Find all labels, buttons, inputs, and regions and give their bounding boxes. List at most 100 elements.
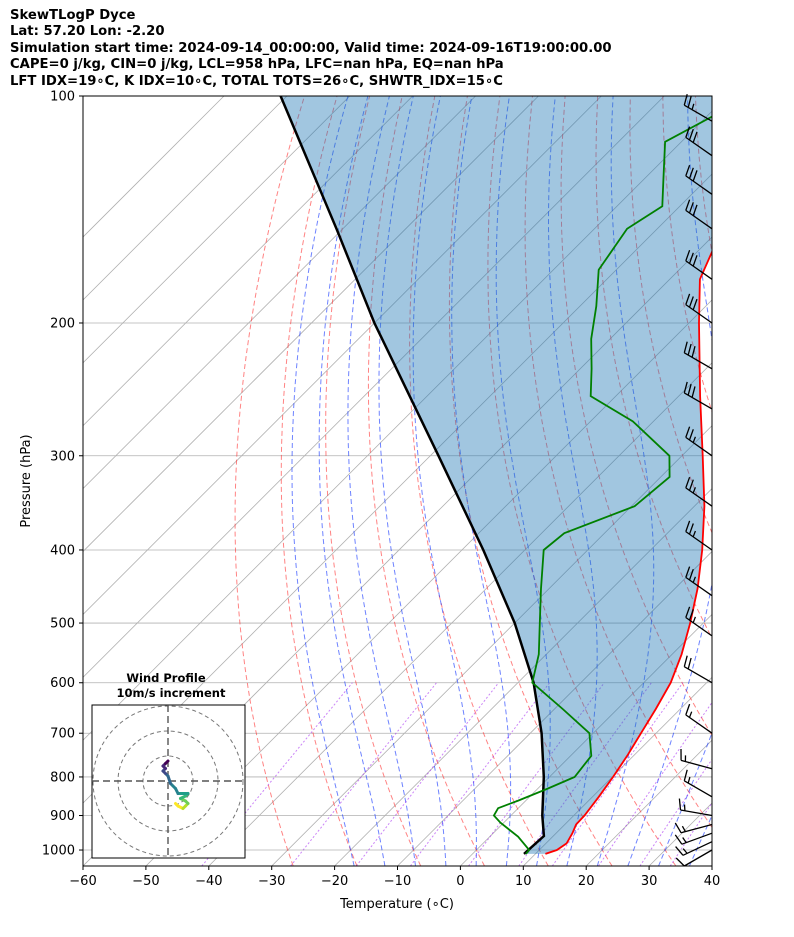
moist-adiabat bbox=[627, 96, 712, 866]
inset-subtitle: 10m/s increment bbox=[117, 686, 226, 700]
y-tick-label: 400 bbox=[50, 543, 75, 558]
dry-adiabat bbox=[409, 96, 549, 866]
isotherm-gridline bbox=[83, 96, 602, 615]
wind-barb bbox=[683, 381, 713, 410]
wind-barb bbox=[680, 748, 713, 770]
x-tick-label: −20 bbox=[321, 874, 348, 889]
wind-barb bbox=[674, 832, 713, 845]
dry-adiabat bbox=[448, 96, 613, 866]
inset-title: Wind Profile bbox=[126, 671, 206, 685]
temperature-profile-line bbox=[545, 249, 712, 855]
wind-barb bbox=[685, 520, 713, 551]
moist-adiabat bbox=[291, 96, 355, 866]
isotherm-gridline bbox=[83, 96, 413, 427]
isotherm-gridline bbox=[397, 550, 712, 866]
wind-barb-shaft bbox=[685, 426, 713, 457]
y-tick-label: 200 bbox=[50, 316, 75, 331]
moist-adiabat bbox=[548, 96, 598, 866]
wind-barb bbox=[674, 822, 713, 834]
wind-barb bbox=[683, 94, 713, 122]
isotherm-gridline bbox=[271, 425, 712, 866]
wind-barb-shaft bbox=[685, 476, 713, 507]
wind-barb bbox=[685, 293, 713, 324]
isotherm-gridline bbox=[83, 110, 712, 741]
isotherm-gridline bbox=[145, 299, 712, 866]
wind-barb-shaft bbox=[683, 769, 713, 798]
wind-barb-shaft bbox=[685, 164, 713, 195]
x-tick-label: −60 bbox=[69, 874, 96, 889]
mixing-ratio-line bbox=[409, 682, 550, 866]
isotherm-gridline bbox=[460, 613, 712, 866]
mixing-ratio-line bbox=[551, 682, 684, 866]
dry-adiabat bbox=[728, 96, 794, 866]
wind-barb bbox=[678, 798, 713, 817]
wind-barb bbox=[683, 341, 713, 370]
moist-adiabat bbox=[318, 96, 386, 866]
wind-barb bbox=[683, 769, 713, 798]
moist-adiabat bbox=[596, 96, 655, 866]
x-tick-label: 10 bbox=[515, 874, 532, 889]
dry-adiabat bbox=[487, 96, 677, 866]
y-tick-label: 600 bbox=[50, 676, 75, 691]
wind-barb-shaft bbox=[685, 126, 713, 157]
wind-barb-shaft bbox=[685, 566, 713, 597]
y-tick-label: 100 bbox=[50, 90, 75, 105]
wind-barb-shaft bbox=[685, 249, 713, 280]
wind-barb bbox=[685, 476, 713, 507]
isotherm-gridline bbox=[208, 362, 712, 866]
wind-profile-inset: Wind Profile 10m/s increment bbox=[91, 671, 246, 859]
station-coordinates: Lat: 57.20 Lon: -2.20 bbox=[10, 24, 165, 40]
dry-adiabat bbox=[234, 96, 305, 866]
isotherm-gridline bbox=[83, 96, 225, 238]
mixing-ratio-line bbox=[669, 801, 712, 866]
hodograph-segment bbox=[164, 759, 170, 765]
chart-header: SkewTLogP Dyce Lat: 57.20 Lon: -2.20 Sim… bbox=[10, 8, 612, 90]
wind-barb bbox=[675, 849, 713, 867]
wind-barb bbox=[685, 199, 713, 230]
station-title: SkewTLogP Dyce bbox=[10, 8, 136, 23]
y-tick-label: 500 bbox=[50, 617, 75, 632]
wind-barb bbox=[683, 655, 713, 684]
wind-barb-shaft bbox=[680, 748, 713, 770]
x-tick-label: 40 bbox=[704, 874, 721, 889]
wind-barb bbox=[685, 426, 713, 457]
x-tick-label: 0 bbox=[456, 874, 464, 889]
stability-parameters: CAPE=0 j/kg, CIN=0 j/kg, LCL=958 hPa, LF… bbox=[10, 57, 504, 73]
wind-barb-shaft bbox=[685, 606, 713, 637]
x-tick-label: −50 bbox=[132, 874, 159, 889]
dry-adiabat bbox=[560, 96, 712, 737]
x-tick-label: −30 bbox=[258, 874, 285, 889]
mixing-ratio-line bbox=[290, 682, 437, 866]
mixing-ratio-line bbox=[639, 758, 712, 866]
wind-barb-shaft bbox=[678, 798, 713, 817]
isotherm-gridline bbox=[523, 676, 712, 866]
isotherm-gridline bbox=[83, 96, 288, 301]
dry-adiabat bbox=[367, 96, 485, 866]
x-axis-label: Temperature (∘C) bbox=[339, 897, 454, 912]
isotherm-gridline bbox=[83, 96, 665, 678]
y-tick-label: 900 bbox=[50, 809, 75, 824]
isotherm-gridline bbox=[334, 488, 712, 866]
mixing-ratio-line bbox=[597, 701, 712, 866]
moist-adiabat bbox=[347, 96, 416, 866]
moist-adiabat bbox=[378, 96, 447, 866]
wind-barb-shaft bbox=[685, 199, 713, 230]
isotherm-gridline bbox=[83, 96, 476, 490]
dry-adiabat bbox=[595, 96, 712, 640]
wind-barb bbox=[685, 606, 713, 637]
wind-barb-shaft bbox=[683, 341, 713, 370]
wind-barb bbox=[685, 164, 713, 195]
dewpoint-profile-line bbox=[492, 115, 712, 855]
dry-adiabat bbox=[280, 96, 358, 866]
y-tick-label: 300 bbox=[50, 449, 75, 464]
moist-adiabat bbox=[658, 731, 712, 866]
y-tick-label: 800 bbox=[50, 770, 75, 785]
isotherm-gridline bbox=[711, 865, 712, 866]
x-tick-label: 20 bbox=[578, 874, 595, 889]
wind-barb-shaft bbox=[674, 822, 713, 834]
wind-barb-shaft bbox=[685, 520, 713, 551]
wind-barb-shaft bbox=[683, 94, 713, 122]
y-tick-label: 700 bbox=[50, 727, 75, 742]
index-parameters: LFT IDX=19∘C, K IDX=10∘C, TOTAL TOTS=26∘… bbox=[10, 73, 503, 89]
